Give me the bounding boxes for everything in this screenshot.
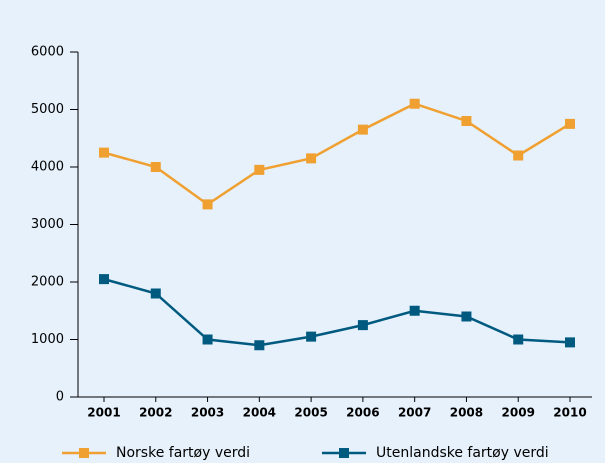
- series-line: [103, 102, 571, 206]
- x-tick-label: 2004: [243, 406, 276, 420]
- x-tick-label: 2006: [346, 406, 379, 420]
- point: [461, 311, 472, 322]
- y-tick-label: 1000: [31, 332, 64, 347]
- point: [565, 337, 575, 348]
- point: [202, 199, 213, 210]
- point: [409, 98, 420, 109]
- point: [357, 124, 368, 135]
- y-tick-label: 0: [56, 390, 64, 405]
- x-tick-label: 2010: [553, 406, 586, 420]
- point: [409, 305, 420, 316]
- point: [513, 150, 524, 161]
- x-tick-label: 2009: [502, 406, 535, 420]
- x-tick-label: 2001: [87, 406, 120, 420]
- point: [99, 147, 109, 158]
- y-tick-label: 2000: [31, 275, 64, 290]
- x-tick-label: 2008: [450, 406, 483, 420]
- point: [150, 162, 161, 172]
- point: [254, 340, 265, 351]
- point: [99, 274, 109, 285]
- point: [565, 118, 575, 129]
- point: [461, 116, 472, 126]
- point: [202, 334, 213, 345]
- legend-label: Utenlandske fartøy verdi: [376, 445, 549, 461]
- x-tick-label: 2007: [398, 406, 431, 420]
- x-tick-label: 2003: [191, 406, 224, 420]
- point: [150, 288, 161, 299]
- point: [357, 320, 368, 331]
- legend-marker: [339, 448, 349, 458]
- y-tick-label: 5000: [31, 102, 64, 117]
- point: [306, 153, 317, 164]
- x-tick-label: 2005: [294, 406, 327, 420]
- y-tick-label: 6000: [31, 45, 64, 60]
- legend-marker: [79, 448, 89, 458]
- legend-label: Norske fartøy verdi: [116, 445, 250, 461]
- point: [254, 164, 265, 175]
- point: [306, 331, 317, 342]
- point: [513, 334, 524, 345]
- y-tick-label: 3000: [31, 217, 64, 232]
- series-line: [103, 277, 571, 347]
- x-tick-label: 2002: [139, 406, 172, 420]
- y-tick-label: 4000: [31, 160, 64, 175]
